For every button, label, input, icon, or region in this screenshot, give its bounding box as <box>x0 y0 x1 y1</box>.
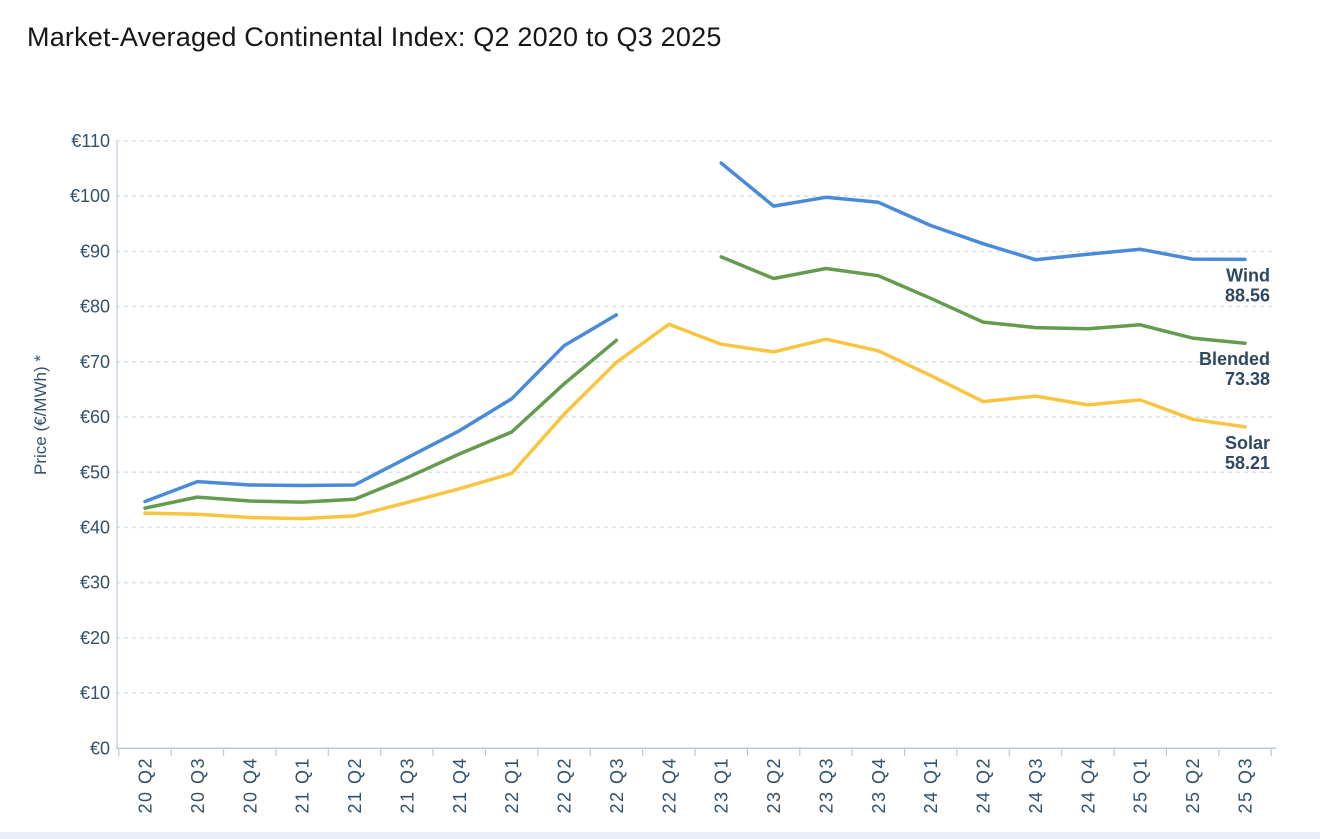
x-axis-tick-label: 22 Q2 <box>555 757 575 814</box>
series-line-solar <box>143 322 1247 521</box>
series-line-blended <box>719 255 1247 345</box>
series-line-wind <box>719 161 1247 262</box>
series-end-label-wind: Wind <box>1226 265 1270 285</box>
y-axis-title: Price (€/MWh) * <box>31 355 50 475</box>
series-end-label-blended: Blended <box>1199 349 1270 369</box>
series-end-label-solar: Solar <box>1225 433 1270 453</box>
x-axis-tick-label: 24 Q2 <box>974 757 994 814</box>
x-axis-tick-label: 25 Q2 <box>1183 757 1203 814</box>
y-axis-tick-label: €90 <box>80 241 110 261</box>
footer-divider-strip <box>0 832 1320 839</box>
chart-title: Market-Averaged Continental Index: Q2 20… <box>27 22 722 52</box>
x-axis-tick-label: 23 Q2 <box>764 757 784 814</box>
series-end-value-solar: 58.21 <box>1225 453 1270 473</box>
y-axis-tick-label: €30 <box>80 573 110 593</box>
y-axis-tick-label: €80 <box>80 297 110 317</box>
x-axis-tick-label: 22 Q1 <box>502 757 522 814</box>
x-axis-tick-label: 21 Q2 <box>345 757 365 814</box>
y-axis-tick-label: €60 <box>80 407 110 427</box>
x-axis-tick-label: 24 Q4 <box>1078 757 1098 814</box>
x-axis-tick-label: 21 Q3 <box>397 757 417 814</box>
x-axis-tick-label: 22 Q4 <box>659 757 679 814</box>
x-axis-tick-label: 21 Q1 <box>293 757 313 814</box>
y-axis-tick-label: €0 <box>90 738 110 758</box>
x-axis-tick-label: 25 Q1 <box>1131 757 1151 814</box>
x-axis-tick-label: 24 Q1 <box>921 757 941 814</box>
y-axis-tick-label: €40 <box>80 517 110 537</box>
x-axis-tick-label: 25 Q3 <box>1236 757 1256 814</box>
series-end-value-blended: 73.38 <box>1225 369 1270 389</box>
x-axis-tick-label: 23 Q1 <box>712 757 732 814</box>
y-axis-tick-label: €20 <box>80 628 110 648</box>
x-axis-tick-label: 24 Q3 <box>1026 757 1046 814</box>
x-axis-tick-label: 22 Q3 <box>607 757 627 814</box>
y-axis-tick-label: €50 <box>80 462 110 482</box>
x-axis-tick-label: 23 Q4 <box>869 757 889 814</box>
x-axis-tick-label: 20 Q4 <box>240 757 260 814</box>
y-axis-tick-label: €70 <box>80 352 110 372</box>
y-axis-tick-label: €100 <box>70 186 110 206</box>
x-axis-tick-label: 20 Q3 <box>188 757 208 814</box>
series-line-blended <box>143 338 619 510</box>
y-axis-tick-label: €110 <box>71 131 110 151</box>
series-line-wind <box>143 313 619 504</box>
y-axis-tick-label: €10 <box>80 683 110 703</box>
x-axis-tick-label: 21 Q4 <box>450 757 470 814</box>
x-axis-tick-label: 23 Q3 <box>816 757 836 814</box>
series-end-value-wind: 88.56 <box>1225 285 1270 305</box>
x-axis-tick-label: 20 Q2 <box>136 757 156 814</box>
